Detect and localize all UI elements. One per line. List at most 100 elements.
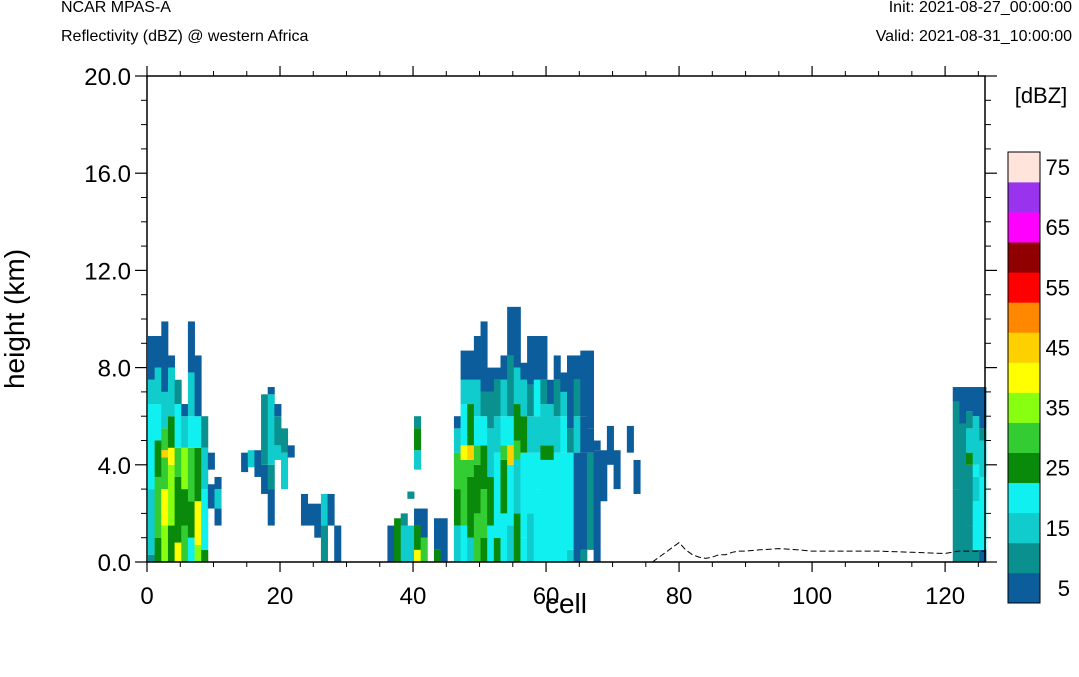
y-tick-label-0: 0.0 (98, 550, 131, 577)
cell-202 (606, 425, 614, 465)
cell-177 (553, 416, 561, 453)
colorbar-swatch-14 (1008, 152, 1040, 183)
cell-174 (547, 404, 555, 446)
cell-49 (207, 484, 215, 509)
cell-123 (480, 321, 488, 392)
x-tick-label-3: 60 (533, 583, 560, 610)
cell-120 (480, 445, 488, 490)
cell-109 (467, 404, 475, 446)
cell-93 (440, 518, 448, 562)
cell-96 (453, 452, 461, 490)
cell-183 (560, 372, 568, 392)
cell-27 (174, 404, 182, 448)
cell-53 (214, 476, 222, 490)
cell-36 (187, 447, 195, 502)
cell-9 (154, 367, 162, 405)
cell-155 (520, 379, 528, 417)
cell-0 (148, 554, 156, 562)
colorbar-label-6: 65 (1046, 215, 1070, 240)
cell-128 (487, 367, 495, 392)
cell-85 (414, 508, 422, 526)
cell-217 (972, 549, 980, 562)
cell-46 (201, 489, 209, 550)
cell-1 (148, 489, 156, 555)
cell-126 (487, 428, 495, 477)
cell-116 (473, 379, 481, 417)
cell-178 (553, 379, 561, 417)
cell-127 (487, 391, 495, 429)
cell-211 (966, 525, 974, 562)
x-axis-title: cell (545, 588, 587, 619)
cell-175 (547, 379, 555, 405)
cell-208 (952, 387, 960, 402)
cell-205 (633, 459, 641, 494)
cell-111 (467, 350, 475, 380)
cell-135 (500, 459, 508, 514)
cell-61 (267, 464, 275, 490)
cell-83 (414, 549, 422, 562)
colorbar-swatch-12 (1008, 212, 1040, 243)
colorbar-label-2: 25 (1046, 456, 1070, 481)
cell-187 (567, 355, 575, 429)
cell-31 (181, 447, 189, 490)
cell-197 (586, 428, 594, 453)
colorbar-frame (1007, 151, 1041, 604)
cell-16 (161, 391, 169, 429)
cell-176 (553, 452, 561, 562)
cell-5 (154, 537, 162, 562)
cell-151 (513, 306, 521, 368)
cell-179 (553, 355, 561, 380)
cell-51 (214, 508, 222, 526)
cell-69 (287, 445, 295, 458)
cell-71 (307, 503, 315, 526)
cell-103 (460, 379, 468, 405)
cell-152 (520, 537, 528, 562)
cell-156 (520, 362, 528, 380)
cell-62 (267, 394, 275, 465)
cell-21 (167, 416, 175, 448)
cell-134 (500, 513, 508, 562)
cell-40 (194, 544, 202, 562)
cell-79 (400, 525, 408, 562)
cell-68 (281, 428, 289, 453)
cell-189 (573, 416, 581, 453)
cell-165 (533, 379, 541, 417)
cell-158 (527, 452, 535, 514)
cell-99 (460, 525, 468, 562)
cell-7 (154, 440, 162, 477)
cell-17 (161, 321, 169, 392)
x-tick-label-0: 0 (140, 583, 153, 610)
x-tick-label-6: 120 (925, 583, 965, 610)
colorbar-swatch-8 (1008, 332, 1040, 363)
cell-2 (148, 404, 156, 490)
cell-97 (453, 428, 461, 453)
cell-215 (966, 411, 974, 429)
cell-14 (161, 450, 169, 458)
cell-160 (527, 384, 535, 417)
cell-203 (613, 450, 621, 490)
cell-10 (154, 336, 162, 368)
cell-63 (267, 387, 275, 395)
y-axis-title: height (km) (0, 249, 30, 389)
terrain-line (652, 541, 985, 563)
cell-91 (433, 549, 442, 562)
cell-139 (500, 355, 508, 380)
cell-207 (952, 401, 960, 490)
cell-33 (181, 404, 189, 417)
reflectivity-cells (148, 306, 987, 562)
cell-166 (533, 336, 541, 380)
colorbar-swatch-3 (1008, 482, 1040, 514)
model-title: NCAR MPAS-A (61, 0, 171, 16)
cell-140 (507, 525, 515, 562)
cell-167 (540, 459, 548, 562)
colorbar-label-3: 35 (1046, 396, 1070, 421)
cell-65 (274, 416, 282, 446)
cell-95 (453, 489, 461, 526)
y-tick-label-5: 20.0 (84, 64, 131, 91)
cell-143 (507, 416, 515, 446)
cell-171 (540, 336, 548, 380)
cell-204 (626, 425, 634, 453)
cell-92 (433, 518, 442, 550)
cell-72 (314, 503, 322, 538)
